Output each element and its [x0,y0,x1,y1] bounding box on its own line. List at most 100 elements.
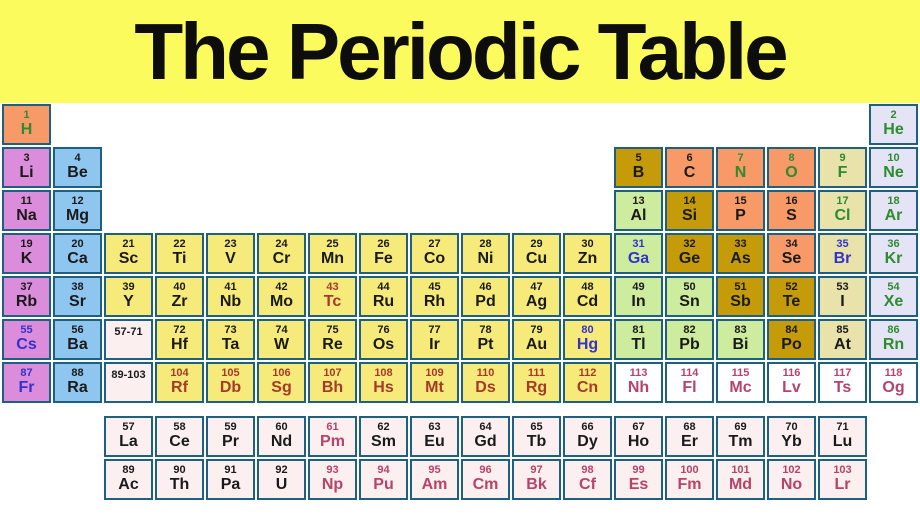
atomic-number: 101 [731,463,750,476]
atomic-number: 44 [377,280,390,293]
atomic-number: 105 [221,366,240,379]
element-cell-Er: 68 Er [665,416,714,457]
element-symbol: N [734,164,747,182]
element-symbol: Th [169,476,190,494]
atomic-number: 87 [20,366,33,379]
atomic-number: 25 [326,237,339,250]
element-symbol: Ag [525,293,548,311]
atomic-number: 29 [530,237,543,250]
element-cell-Ir: 77 Ir [410,319,459,360]
atomic-number: 15 [734,194,747,207]
element-cell-Sr: 38 Sr [53,276,102,317]
element-symbol: Hs [373,379,394,397]
element-symbol: Li [19,164,34,182]
element-cell-Ba: 56 Ba [53,319,102,360]
atomic-number: 91 [224,463,237,476]
element-symbol: Rn [882,336,905,354]
atomic-number: 73 [224,323,237,336]
atomic-number: 26 [377,237,390,250]
element-cell-Cr: 24 Cr [257,233,306,274]
element-cell-Na: 11 Na [2,190,51,231]
element-cell-Lv: 116 Lv [767,362,816,403]
element-symbol: Am [421,476,448,494]
element-symbol: Cs [16,336,37,354]
element-symbol: Be [67,164,88,182]
atomic-number: 57 [122,420,135,433]
atomic-number: 22 [173,237,186,250]
atomic-number: 21 [122,237,135,250]
atomic-number: 97 [530,463,543,476]
atomic-number: 96 [479,463,492,476]
element-cell-Kr: 36 Kr [869,233,918,274]
element-symbol: Lr [834,476,851,494]
element-cell-Mg: 12 Mg [53,190,102,231]
element-cell-Zn: 30 Zn [563,233,612,274]
element-cell-I: 53 I [818,276,867,317]
element-symbol: Au [525,336,548,354]
atomic-number: 49 [632,280,645,293]
element-symbol: Re [322,336,343,354]
element-symbol: Ru [372,293,395,311]
element-symbol: Np [321,476,344,494]
element-symbol: Xe [883,293,904,311]
atomic-number: 20 [71,237,84,250]
atomic-number: 107 [323,366,342,379]
element-cell-Sm: 62 Sm [359,416,408,457]
element-symbol: Nd [270,433,293,451]
atomic-number: 114 [680,366,699,379]
element-cell-Mn: 25 Mn [308,233,357,274]
element-cell-Co: 27 Co [410,233,459,274]
element-symbol: Rg [525,379,548,397]
element-cell-Pd: 46 Pd [461,276,510,317]
element-symbol: Cf [579,476,596,494]
atomic-number: 117 [833,366,852,379]
atomic-number: 104 [170,366,189,379]
element-symbol: Pm [320,433,345,451]
atomic-number: 39 [122,280,135,293]
element-symbol: Na [16,207,37,225]
element-symbol: Fr [18,379,35,397]
atomic-number: 48 [581,280,594,293]
element-symbol: S [786,207,797,225]
element-cell-Rh: 45 Rh [410,276,459,317]
element-cell-Li: 3 Li [2,147,51,188]
atomic-number: 106 [272,366,291,379]
element-cell-Rg: 111 Rg [512,362,561,403]
element-symbol: Tl [631,336,646,354]
element-cell-S: 16 S [767,190,816,231]
element-cell-Ni: 28 Ni [461,233,510,274]
atomic-number: 71 [836,420,849,433]
element-cell-Ca: 20 Ca [53,233,102,274]
atomic-number: 11 [20,194,33,207]
atomic-number: 8 [788,151,795,164]
atomic-number: 43 [326,280,339,293]
element-symbol: H [20,121,33,139]
atomic-number: 82 [683,323,696,336]
element-symbol: Pa [220,476,241,494]
atomic-number: 46 [479,280,492,293]
element-cell-Cn: 112 Cn [563,362,612,403]
element-symbol: Ir [429,336,440,354]
element-symbol: Rb [15,293,38,311]
element-cell-Lr: 103 Lr [818,459,867,500]
element-symbol: F [837,164,848,182]
atomic-number: 3 [23,151,30,164]
element-symbol: Ca [67,250,88,268]
atomic-number: 92 [275,463,288,476]
page-title: The Periodic Table [134,6,788,96]
atomic-number: 13 [632,194,645,207]
element-symbol: Rf [171,379,188,397]
atomic-number: 102 [782,463,801,476]
element-symbol: Fm [677,476,702,494]
atomic-number: 75 [326,323,339,336]
atomic-number: 4 [74,151,81,164]
element-symbol: Er [681,433,698,451]
element-symbol: Ac [118,476,139,494]
element-symbol: Pr [222,433,239,451]
element-cell-Fr: 87 Fr [2,362,51,403]
atomic-number: 68 [683,420,696,433]
element-symbol: Eu [424,433,445,451]
element-cell-Cu: 29 Cu [512,233,561,274]
element-cell-Pu: 94 Pu [359,459,408,500]
